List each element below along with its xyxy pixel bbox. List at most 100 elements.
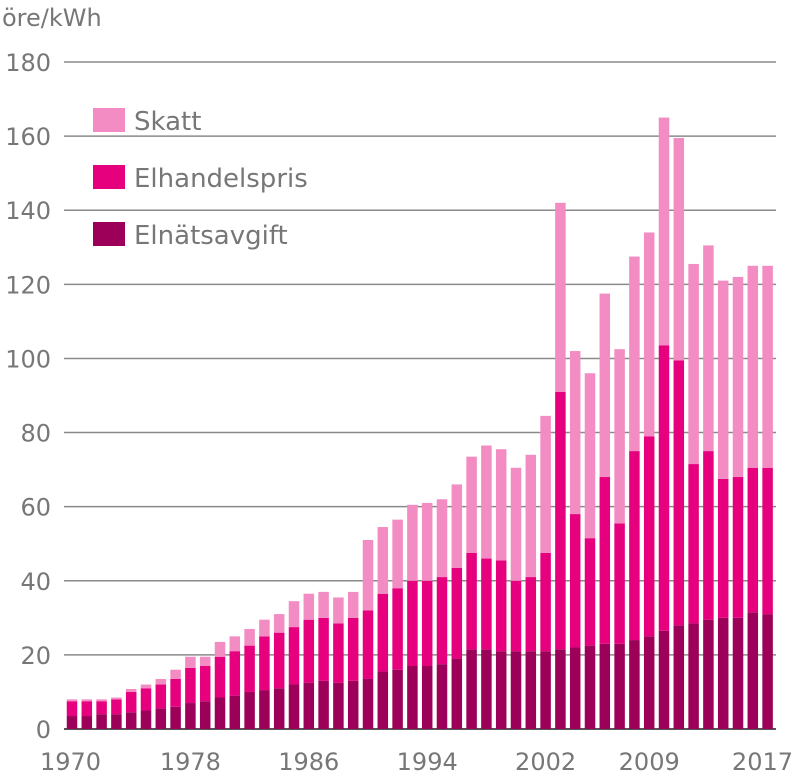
bar-1991-skatt [377, 527, 389, 594]
y-tick-label: 160 [5, 123, 51, 151]
y-tick-label: 80 [20, 420, 51, 448]
y-tick-label: 120 [5, 271, 51, 299]
bar-1991-elnätsavgift [377, 671, 389, 729]
x-tick-label: 1986 [278, 748, 339, 776]
bar-1993-elhandelspris [407, 580, 418, 667]
legend-label-elnätsavgift: Elnätsavgift [134, 221, 288, 251]
y-tick-label: 20 [20, 642, 51, 670]
bar-2013-skatt [703, 245, 714, 452]
bar-1987-elhandelspris [318, 617, 329, 681]
bar-2013-elhandelspris [703, 451, 714, 620]
bar-2008-skatt [629, 256, 640, 452]
bar-1989-elnätsavgift [347, 680, 359, 729]
bar-1994-skatt [421, 502, 433, 581]
bar-2007-elnätsavgift [614, 643, 625, 729]
bar-1970-skatt [66, 699, 78, 702]
bar-1984-skatt [273, 614, 285, 633]
bar-2002-skatt [540, 415, 551, 553]
bar-1973-elhandelspris [111, 699, 122, 715]
bar-2013-elnätsavgift [703, 619, 714, 729]
bar-2002-elnätsavgift [540, 651, 551, 729]
bar-1973-skatt [111, 697, 122, 700]
bar-1975-elnätsavgift [140, 710, 152, 729]
bar-1998-skatt [481, 445, 492, 559]
bar-1979-elnätsavgift [199, 701, 211, 729]
bars [66, 117, 773, 729]
bar-1985-elnätsavgift [288, 684, 300, 729]
bar-1978-skatt [185, 656, 196, 668]
bar-1974-elhandelspris [125, 691, 137, 713]
bar-2012-elhandelspris [688, 464, 699, 624]
bar-1980-elnätsavgift [214, 697, 226, 729]
bar-2003-elnätsavgift [555, 649, 566, 729]
bar-1995-elnätsavgift [436, 664, 448, 729]
bar-1977-elnätsavgift [170, 706, 181, 729]
bar-2011-elnätsavgift [673, 625, 685, 729]
bar-1992-elnätsavgift [392, 669, 403, 729]
y-tick-label: 140 [5, 197, 51, 225]
bar-2006-skatt [599, 293, 611, 478]
bar-1992-skatt [392, 519, 403, 589]
legend-label-elhandelspris: Elhandelspris [134, 164, 308, 194]
bar-1989-skatt [347, 591, 359, 618]
x-tick-label: 1978 [160, 748, 221, 776]
bar-1988-elnätsavgift [333, 682, 344, 729]
bar-2010-elhandelspris [658, 345, 670, 631]
bar-1991-elhandelspris [377, 593, 389, 672]
bar-2017-elhandelspris [762, 467, 773, 615]
bar-1997-skatt [466, 456, 477, 553]
bar-1990-elhandelspris [362, 610, 374, 679]
bar-1984-elnätsavgift [273, 688, 285, 729]
bar-1994-elhandelspris [421, 580, 433, 667]
bar-1986-elnätsavgift [303, 682, 315, 729]
bar-1995-elhandelspris [436, 577, 448, 665]
bar-1989-elhandelspris [347, 617, 359, 681]
bar-1971-skatt [81, 699, 93, 702]
bar-2006-elhandelspris [599, 477, 611, 644]
bar-2000-skatt [510, 467, 522, 581]
bar-1987-elnätsavgift [318, 680, 329, 729]
bar-2009-elhandelspris [643, 436, 655, 637]
bar-2014-elnätsavgift [717, 617, 729, 729]
bar-1993-skatt [407, 504, 418, 581]
y-axis-unit-label: öre/kWh [2, 4, 102, 32]
bar-1980-elhandelspris [214, 656, 226, 698]
bar-1970-elnätsavgift [66, 716, 78, 729]
y-tick-label: 0 [36, 716, 51, 744]
bar-1983-skatt [259, 619, 270, 637]
bar-1990-elnätsavgift [362, 678, 374, 729]
bar-2005-elhandelspris [584, 538, 596, 646]
bar-1988-skatt [333, 597, 344, 624]
bar-1986-skatt [303, 593, 315, 620]
bar-2007-elhandelspris [614, 523, 625, 644]
x-tick-label: 1970 [40, 748, 101, 776]
bar-1999-skatt [495, 449, 507, 561]
bar-1999-elnätsavgift [495, 651, 507, 729]
bar-1994-elnätsavgift [421, 666, 433, 729]
x-tick-labels: 1970 1978 1986 1994 2002 2009 2017 [40, 748, 793, 776]
grid-lines [64, 61, 776, 730]
bar-2017-skatt [762, 265, 773, 468]
bar-2011-elhandelspris [673, 360, 685, 626]
bar-2001-skatt [525, 454, 537, 578]
bar-2016-skatt [747, 265, 759, 468]
bar-1976-skatt [155, 678, 167, 685]
bar-2003-elhandelspris [555, 391, 566, 650]
bar-1997-elhandelspris [466, 552, 477, 650]
bar-1970-elhandelspris [66, 701, 78, 717]
bar-2004-skatt [569, 351, 581, 515]
bar-2010-skatt [658, 117, 670, 346]
bar-1981-elhandelspris [229, 651, 241, 696]
legend-swatch-elnätsavgift [93, 222, 125, 246]
x-tick-label: 1994 [397, 748, 458, 776]
bar-2015-elnätsavgift [732, 617, 744, 729]
bar-2008-elhandelspris [629, 451, 640, 641]
bar-1996-elnätsavgift [451, 658, 463, 729]
bar-1977-skatt [170, 669, 181, 679]
legend-label-skatt: Skatt [134, 107, 201, 137]
bar-1998-elnätsavgift [481, 649, 492, 729]
bar-1995-skatt [436, 499, 448, 578]
bar-2006-elnätsavgift [599, 643, 611, 729]
bar-2010-elnätsavgift [658, 630, 670, 729]
bar-2005-elnätsavgift [584, 645, 596, 729]
